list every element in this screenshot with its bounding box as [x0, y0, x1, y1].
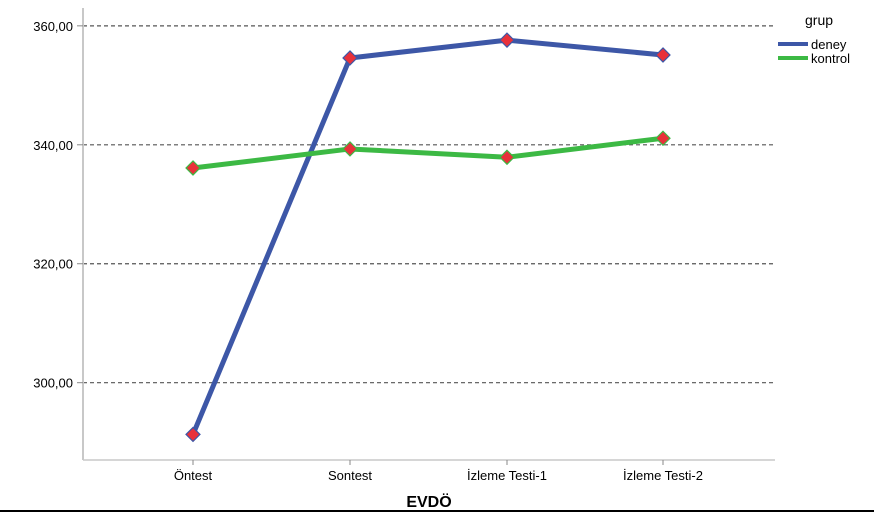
legend-label-deney: deney	[811, 37, 847, 52]
x-tick-label: Öntest	[174, 468, 213, 483]
x-axis-title: EVDÖ	[406, 492, 451, 511]
legend-title: grup	[805, 12, 833, 28]
data-point-deney	[655, 47, 671, 63]
y-tick-label: 300,00	[33, 376, 73, 391]
y-tick-label: 340,00	[33, 138, 73, 153]
data-point-kontrol	[499, 149, 515, 166]
gridlines	[83, 25, 775, 384]
y-axis-ticks: 300,00 320,00 340,00 360,00	[33, 19, 83, 391]
x-tick-label: İzleme Testi-2	[623, 468, 703, 483]
y-tick-label: 320,00	[33, 257, 73, 272]
x-tick-label: İzleme Testi-1	[467, 468, 547, 483]
x-axis-ticks: Öntest Sontest İzleme Testi-1 İzleme Testi-…	[174, 460, 703, 483]
series-group	[185, 32, 671, 443]
data-point-kontrol	[185, 160, 201, 176]
x-tick-label: Sontest	[328, 468, 372, 483]
data-point-kontrol	[655, 130, 671, 147]
legend-label-kontrol: kontrol	[811, 51, 850, 66]
data-point-deney	[499, 32, 515, 48]
data-point-deney	[342, 50, 358, 66]
data-point-kontrol	[342, 141, 358, 157]
data-point-deney	[185, 426, 201, 443]
y-tick-label: 360,00	[33, 19, 73, 34]
series-line-deney	[190, 37, 664, 436]
series-line-kontrol	[192, 135, 664, 171]
